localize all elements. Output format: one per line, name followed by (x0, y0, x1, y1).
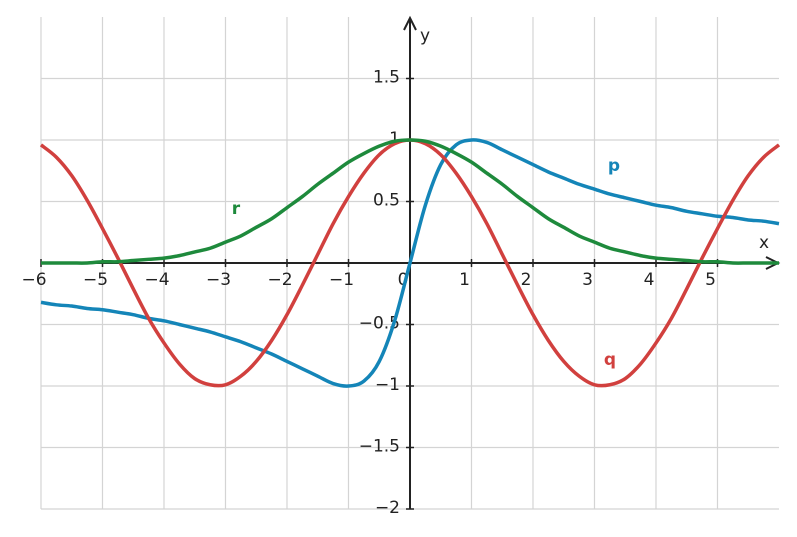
x-tick-label: 3 (582, 270, 593, 290)
y-tick-label: −2 (375, 498, 400, 518)
curve (40, 138, 780, 388)
axes: x y −6 −5 −4 −3 −2 −1 0 1 2 3 4 5 −2 −1.5 −1 −0.5 0.5 1 1.… (21, 15, 781, 518)
y-tick-label: 1 (389, 129, 400, 149)
y-arrow (403, 15, 417, 31)
y-tick-label: 0.5 (373, 191, 400, 211)
y-tick-label: 1.5 (373, 68, 400, 88)
x-tick-label: −4 (144, 270, 169, 290)
x-tick-label: −6 (21, 270, 46, 290)
curve-label: q (604, 350, 616, 370)
x-axis-label: x (759, 233, 769, 253)
x-tick-label: −1 (329, 270, 354, 290)
curve-label: r (232, 199, 241, 219)
y-tick-label: −1.5 (359, 437, 400, 457)
y-tick-label: −0.5 (359, 314, 400, 334)
x-tick-label: −3 (206, 270, 231, 290)
curve (41, 138, 779, 265)
curve-label: p (608, 156, 620, 176)
y-axis-label: y (420, 26, 430, 46)
x-tick-label: −5 (83, 270, 108, 290)
x-tick-label: 0 (398, 270, 409, 290)
x-tick-label: 1 (459, 270, 470, 290)
y-tick-label: −1 (375, 375, 400, 395)
x-tick-label: 4 (644, 270, 655, 290)
x-tick-label: 5 (705, 270, 716, 290)
x-tick-label: −2 (267, 270, 292, 290)
x-tick-label: 2 (521, 270, 532, 290)
